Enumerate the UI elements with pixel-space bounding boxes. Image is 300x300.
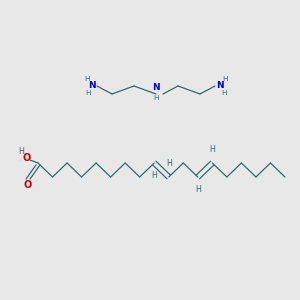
- Text: N: N: [152, 82, 160, 91]
- Text: N: N: [216, 82, 224, 91]
- Text: H: H: [153, 95, 159, 101]
- Text: N: N: [88, 82, 96, 91]
- Text: H: H: [195, 185, 201, 194]
- Text: H: H: [151, 172, 157, 181]
- Text: H: H: [222, 76, 228, 82]
- Text: H: H: [209, 146, 215, 154]
- Text: H: H: [84, 76, 90, 82]
- Text: H: H: [18, 148, 24, 157]
- Text: H: H: [221, 90, 227, 96]
- Text: O: O: [24, 180, 32, 190]
- Text: O: O: [23, 153, 31, 163]
- Text: H: H: [85, 90, 91, 96]
- Text: H: H: [166, 160, 172, 169]
